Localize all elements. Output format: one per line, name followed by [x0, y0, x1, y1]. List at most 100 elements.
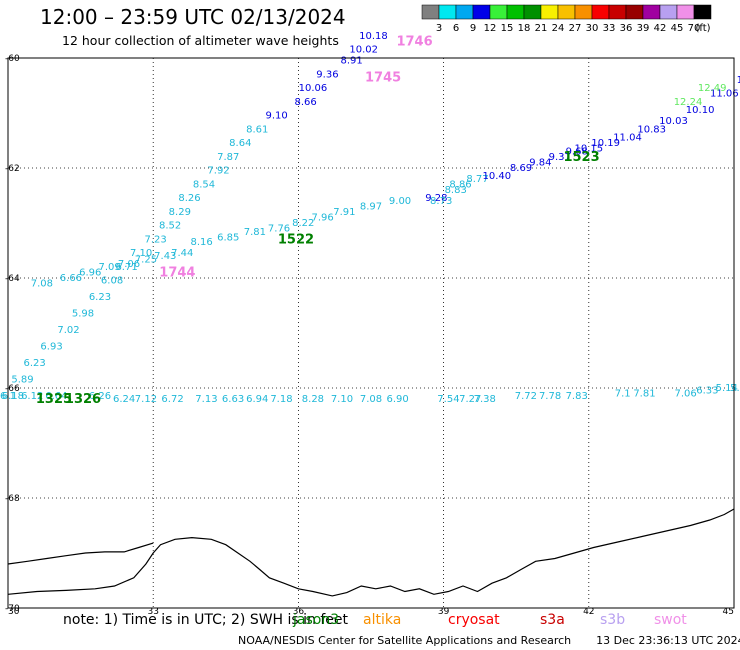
wave-height-label: 7.18: [270, 394, 292, 405]
colorbar-label: 15: [501, 23, 514, 34]
colorbar-swatch: [659, 4, 678, 20]
pass-number-label: 1523: [563, 150, 599, 165]
colorbar-swatch: [676, 4, 695, 20]
wave-height-label: 7.72: [515, 391, 537, 402]
wave-height-label: 10.19: [591, 138, 620, 149]
wave-height-label: 6.71: [115, 262, 137, 273]
wave-height-label: 8.22: [292, 218, 314, 229]
wave-height-label: 6.08: [101, 276, 123, 287]
colorbar-swatch: [557, 4, 576, 20]
wave-height-label: 8.26: [178, 193, 200, 204]
satellite-legend-cryosat: cryosat: [448, 612, 500, 628]
wave-height-label: 6.23: [89, 292, 111, 303]
lat-lon-grid: [8, 58, 734, 608]
coastline-west: [7, 542, 154, 565]
wave-height-label: 7.02: [57, 325, 79, 336]
wave-height-label: 8.28: [302, 394, 324, 405]
colorbar-swatch: [574, 4, 593, 20]
wave-height-label: 11.56: [737, 75, 740, 86]
pass-number-label: 1744: [159, 266, 195, 281]
footer-credit: NOAA/NESDIS Center for Satellite Applica…: [238, 634, 740, 647]
wave-height-label: 12.49: [698, 83, 727, 94]
colorbar-label: 24: [552, 23, 565, 34]
colorbar-swatch: [625, 4, 644, 20]
wave-height-label: 7.27: [459, 394, 481, 405]
wave-height-label: 7.91: [333, 207, 355, 218]
wave-height-label: 6.23: [23, 358, 45, 369]
wave-height-label: 9.00: [389, 196, 411, 207]
x-tick-label: 45: [723, 607, 734, 617]
wave-height-label: 8.52: [159, 221, 181, 232]
colorbar-label: 45: [671, 23, 684, 34]
colorbar-label: 18: [518, 23, 531, 34]
colorbar-label: 21: [535, 23, 548, 34]
satellite-tracks: 7.08 6.666.967.097.067.257.437.448.16 6.85…: [0, 31, 740, 405]
wave-height-label: 8.29: [169, 207, 191, 218]
map-frame: [7, 57, 735, 609]
wave-height-label: 7.09: [99, 262, 121, 273]
wave-height-label: 7.81: [633, 388, 655, 399]
wave-height-label: 9.36: [316, 69, 338, 80]
wave-height-label: 8.16: [190, 237, 212, 248]
colorbar-swatch: [693, 4, 712, 20]
wave-height-label: 6.12: [21, 391, 43, 402]
wave-height-label: 7.10: [331, 394, 353, 405]
y-tick-label: -70: [5, 604, 20, 614]
wave-height-label: 12.24: [674, 97, 703, 108]
wave-height-label: 10.40: [483, 171, 512, 182]
colorbar-label: 27: [569, 23, 582, 34]
credit-text: NOAA/NESDIS Center for Satellite Applica…: [238, 634, 572, 647]
colorbar-label: 6: [453, 23, 459, 34]
wave-height-label: 7.06: [118, 259, 140, 270]
y-tick-label: -68: [5, 494, 20, 504]
wave-height-label: 7.43: [154, 251, 176, 262]
pass-number-label: 1326: [65, 392, 101, 407]
coastline-main: [7, 508, 735, 597]
wave-height-label: 9.68: [566, 146, 588, 157]
wave-height-label: 5.89: [11, 375, 33, 386]
wave-height-label: 7.13: [195, 394, 217, 405]
wave-height-label: 7.08: [360, 394, 382, 405]
pass-number-label: 1522: [278, 233, 314, 248]
wave-height-label: 6.63: [222, 394, 244, 405]
wave-height-label: 5.07: [730, 383, 740, 394]
wave-height-label: 6.85: [217, 233, 239, 244]
colorbar-swatch: [455, 4, 474, 20]
wave-height-label: 8.91: [341, 56, 363, 67]
map-title: 12:00 – 23:59 UTC 02/13/2024: [40, 5, 346, 29]
wave-height-label: 9.37: [549, 152, 571, 163]
wave-height-label: 9.10: [265, 111, 287, 122]
colorbar-swatch: [438, 4, 457, 20]
wave-height-label: 10.06: [299, 83, 328, 94]
wave-height-label: 10.15: [574, 144, 603, 155]
pass-number-label: 1746: [396, 35, 432, 50]
x-tick-label: 39: [438, 607, 450, 617]
x-tick-label: 42: [583, 607, 594, 617]
colorbar-swatch: [506, 4, 525, 20]
wave-height-label: 7.38: [474, 394, 496, 405]
note-text: note: 1) Time is in UTC; 2) SWH is in fe…: [63, 612, 349, 628]
y-tick-label: -62: [5, 164, 20, 174]
wave-height-label: 6.24: [113, 394, 135, 405]
colorbar-unit: (ft): [695, 23, 710, 34]
satellite-legend-s3b: s3b: [600, 612, 626, 628]
wave-height-label: 7.44: [171, 248, 193, 259]
wave-height-label: 7.78: [539, 391, 561, 402]
wave-height-label: 7.08: [31, 278, 53, 289]
wave-height-label: 7.92: [207, 166, 229, 177]
wave-height-label: 7.06: [674, 388, 696, 399]
wave-height-label: 11.04: [613, 133, 642, 144]
generated-timestamp: 13 Dec 23:36:13 UTC 2024: [596, 634, 740, 647]
colorbar-label: 3: [436, 23, 442, 34]
wave-height-label: 7.10: [130, 248, 152, 259]
colorbar-label: 36: [620, 23, 633, 34]
wave-height-label: 6.66: [60, 273, 82, 284]
colorbar-swatch: [489, 4, 508, 20]
wave-height-label: 8.61: [246, 124, 268, 135]
wave-height-label: 6.72: [161, 394, 183, 405]
wave-height-label: 7.87: [217, 152, 239, 163]
colorbar-label: 39: [637, 23, 650, 34]
wave-height-label: 5.14: [716, 383, 738, 394]
wave-height-label: 8.69: [510, 163, 532, 174]
